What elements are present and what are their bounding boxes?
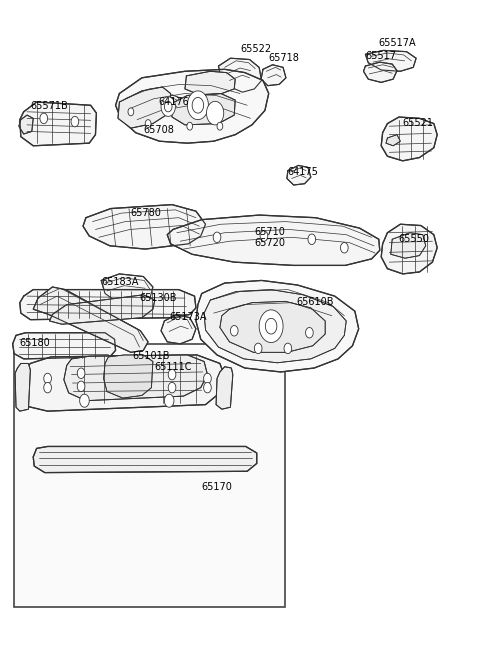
Polygon shape xyxy=(20,102,96,146)
Polygon shape xyxy=(187,122,192,130)
Text: 65170: 65170 xyxy=(202,482,233,492)
Text: 64175: 64175 xyxy=(287,167,318,177)
Polygon shape xyxy=(217,122,223,130)
Text: 65183A: 65183A xyxy=(101,277,139,287)
Polygon shape xyxy=(196,280,359,372)
Polygon shape xyxy=(230,326,238,336)
Text: 65610B: 65610B xyxy=(297,297,334,307)
Polygon shape xyxy=(164,394,174,407)
Polygon shape xyxy=(168,383,176,393)
Polygon shape xyxy=(185,71,235,96)
Polygon shape xyxy=(77,368,85,379)
Polygon shape xyxy=(118,87,170,128)
Polygon shape xyxy=(386,135,400,146)
Polygon shape xyxy=(206,102,224,125)
Polygon shape xyxy=(340,242,348,253)
Text: 65710: 65710 xyxy=(254,227,285,237)
Bar xyxy=(14,345,285,607)
Polygon shape xyxy=(64,355,207,401)
Polygon shape xyxy=(168,369,176,380)
Polygon shape xyxy=(33,447,257,473)
Text: 65521: 65521 xyxy=(403,118,434,128)
Polygon shape xyxy=(49,295,155,324)
Polygon shape xyxy=(363,62,397,83)
Polygon shape xyxy=(20,290,196,320)
Polygon shape xyxy=(40,113,48,124)
Polygon shape xyxy=(12,333,116,359)
Polygon shape xyxy=(192,98,204,113)
Polygon shape xyxy=(284,343,292,354)
Polygon shape xyxy=(216,367,233,409)
Polygon shape xyxy=(265,318,277,334)
Polygon shape xyxy=(381,224,437,274)
Polygon shape xyxy=(162,95,180,113)
Polygon shape xyxy=(101,274,153,305)
Polygon shape xyxy=(187,91,208,120)
Polygon shape xyxy=(145,120,151,128)
Polygon shape xyxy=(287,166,311,185)
Polygon shape xyxy=(71,117,79,127)
Polygon shape xyxy=(170,94,235,125)
Text: 65708: 65708 xyxy=(144,124,174,135)
Polygon shape xyxy=(259,310,283,343)
Polygon shape xyxy=(17,355,225,411)
Polygon shape xyxy=(306,328,313,338)
Text: 65517A: 65517A xyxy=(379,38,417,48)
Text: 64176: 64176 xyxy=(158,96,190,107)
Polygon shape xyxy=(218,58,262,92)
Text: 65780: 65780 xyxy=(130,208,161,217)
Polygon shape xyxy=(83,204,205,249)
Polygon shape xyxy=(19,115,33,134)
Polygon shape xyxy=(128,108,134,116)
Text: 65550: 65550 xyxy=(398,234,429,244)
Polygon shape xyxy=(77,381,85,392)
Polygon shape xyxy=(161,97,175,117)
Polygon shape xyxy=(254,343,262,354)
Polygon shape xyxy=(204,383,211,393)
Polygon shape xyxy=(365,50,416,71)
Polygon shape xyxy=(80,394,89,407)
Polygon shape xyxy=(15,364,30,411)
Polygon shape xyxy=(391,233,426,258)
Polygon shape xyxy=(308,234,316,244)
Polygon shape xyxy=(220,301,325,352)
Polygon shape xyxy=(164,102,172,112)
Polygon shape xyxy=(260,231,268,241)
Text: 65522: 65522 xyxy=(240,45,271,54)
Polygon shape xyxy=(44,383,51,393)
Text: 65571B: 65571B xyxy=(30,100,68,111)
Text: 65517: 65517 xyxy=(365,51,396,61)
Polygon shape xyxy=(33,287,148,352)
Polygon shape xyxy=(104,355,153,398)
Text: 65180: 65180 xyxy=(20,339,50,348)
Text: 65111C: 65111C xyxy=(155,362,192,372)
Polygon shape xyxy=(204,290,346,363)
Text: 65130B: 65130B xyxy=(140,293,177,303)
Polygon shape xyxy=(116,69,269,143)
Text: 65720: 65720 xyxy=(254,238,285,248)
Polygon shape xyxy=(381,117,437,161)
Polygon shape xyxy=(167,215,380,265)
Polygon shape xyxy=(213,232,221,242)
Polygon shape xyxy=(44,373,51,384)
Polygon shape xyxy=(204,373,211,384)
Text: 65173A: 65173A xyxy=(169,312,207,322)
Text: 65101B: 65101B xyxy=(132,352,170,362)
Polygon shape xyxy=(161,314,196,344)
Text: 65718: 65718 xyxy=(269,53,300,63)
Polygon shape xyxy=(261,65,286,86)
